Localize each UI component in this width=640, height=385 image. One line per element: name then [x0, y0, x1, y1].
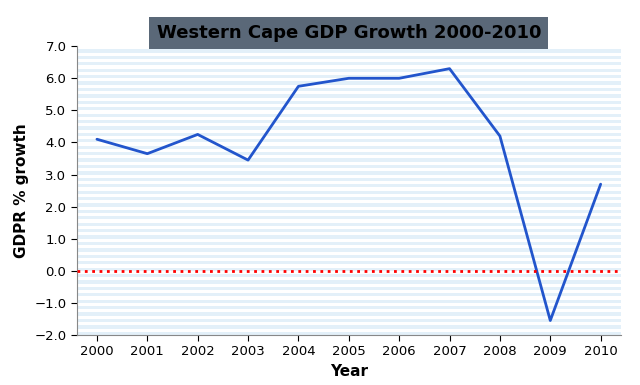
Bar [77, 203, 621, 207]
Bar [77, 133, 621, 136]
Bar [77, 325, 621, 328]
Bar [77, 274, 621, 277]
Bar [77, 146, 621, 149]
Bar [77, 229, 621, 232]
Bar [77, 261, 621, 264]
Bar [77, 82, 621, 85]
Bar [77, 56, 621, 59]
Bar [77, 101, 621, 104]
Bar [77, 184, 621, 187]
Bar [77, 313, 621, 316]
Bar [77, 62, 621, 65]
Bar [77, 248, 621, 251]
Bar [77, 293, 621, 296]
Bar [77, 210, 621, 213]
Bar [77, 139, 621, 142]
Bar [77, 255, 621, 258]
Bar [77, 287, 621, 290]
Bar [77, 191, 621, 194]
Bar [77, 49, 621, 53]
Bar [77, 332, 621, 335]
Bar [77, 197, 621, 200]
Bar [77, 171, 621, 174]
Bar [77, 242, 621, 245]
Bar [77, 94, 621, 97]
Bar [77, 236, 621, 239]
Bar [77, 152, 621, 155]
Bar [77, 114, 621, 117]
Title: Western Cape GDP Growth 2000-2010: Western Cape GDP Growth 2000-2010 [157, 24, 541, 42]
Bar [77, 268, 621, 271]
Bar [77, 216, 621, 219]
Bar [77, 178, 621, 181]
Bar [77, 69, 621, 72]
Bar [77, 88, 621, 91]
Bar [77, 319, 621, 322]
Bar [77, 159, 621, 162]
Bar [77, 120, 621, 123]
X-axis label: Year: Year [330, 364, 368, 379]
Bar [77, 165, 621, 168]
Bar [77, 107, 621, 110]
Bar [77, 223, 621, 226]
Y-axis label: GDPR % growth: GDPR % growth [13, 123, 29, 258]
Bar [77, 75, 621, 78]
Bar [77, 300, 621, 303]
Bar [77, 280, 621, 284]
Bar [77, 126, 621, 130]
Bar [77, 306, 621, 309]
